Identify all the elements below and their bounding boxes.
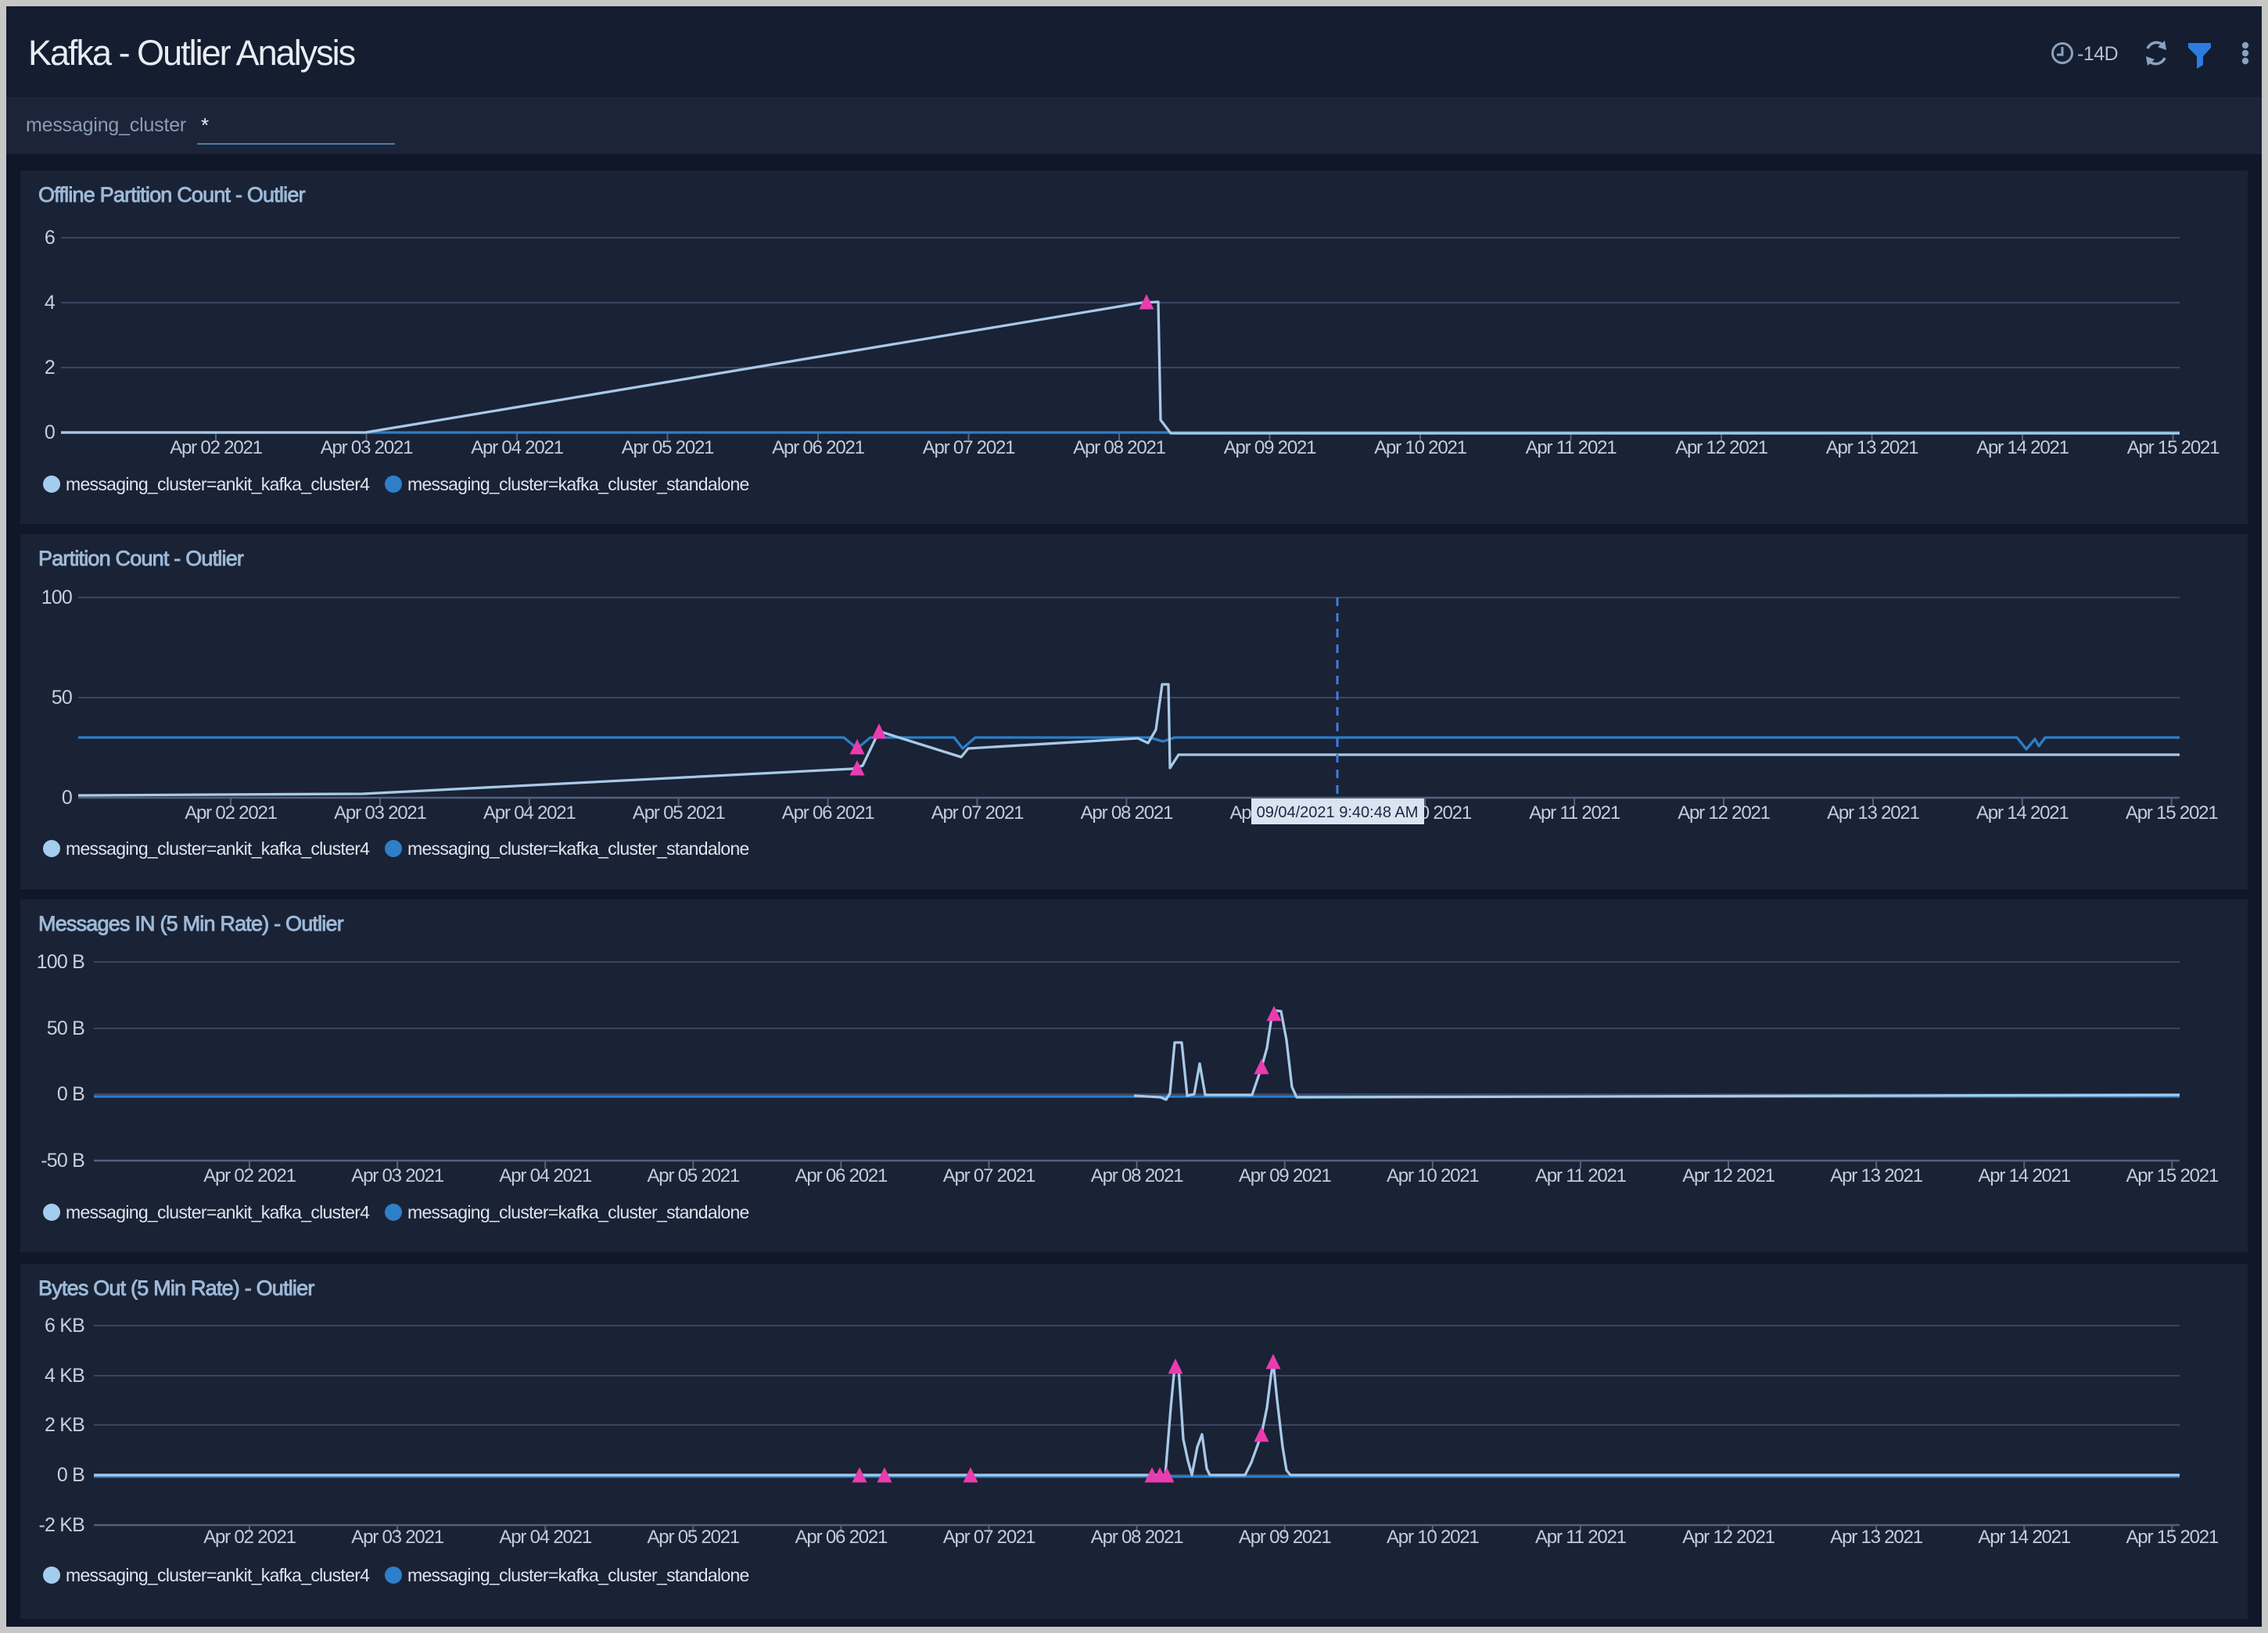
svg-text:09/04/2021 9:40:48 AM: 09/04/2021 9:40:48 AM	[1257, 804, 1419, 821]
svg-text:Apr 14 2021: Apr 14 2021	[1978, 1527, 2070, 1548]
svg-text:messaging_cluster=ankit_kafka_: messaging_cluster=ankit_kafka_cluster4	[66, 838, 370, 859]
svg-text:Apr 15 2021: Apr 15 2021	[2126, 1165, 2219, 1186]
svg-text:Apr 06 2021: Apr 06 2021	[782, 802, 874, 824]
svg-text:Apr 13 2021: Apr 13 2021	[1830, 1165, 1922, 1186]
svg-text:Apr 12 2021: Apr 12 2021	[1682, 1165, 1775, 1186]
svg-text:Apr 14 2021: Apr 14 2021	[1978, 1165, 2070, 1186]
svg-text:Apr 15 2021: Apr 15 2021	[2127, 437, 2220, 458]
svg-text:Apr 04 2021: Apr 04 2021	[499, 1165, 591, 1186]
svg-text:Apr 09 2021: Apr 09 2021	[1224, 437, 1316, 458]
svg-text:messaging_cluster=ankit_kafka_: messaging_cluster=ankit_kafka_cluster4	[66, 474, 370, 494]
svg-text:0: 0	[45, 422, 55, 443]
svg-text:Apr 05 2021: Apr 05 2021	[622, 437, 714, 458]
svg-text:Apr 13 2021: Apr 13 2021	[1830, 1527, 1922, 1548]
svg-text:4: 4	[45, 292, 56, 314]
svg-text:Apr 03 2021: Apr 03 2021	[351, 1165, 443, 1186]
svg-text:Apr 02 2021: Apr 02 2021	[203, 1165, 296, 1186]
svg-text:Apr 13 2021: Apr 13 2021	[1827, 802, 1919, 824]
svg-text:Apr 11 2021: Apr 11 2021	[1529, 802, 1620, 824]
svg-text:Apr 08 2021: Apr 08 2021	[1091, 1527, 1183, 1548]
svg-text:6: 6	[45, 227, 55, 249]
svg-text:50 B: 50 B	[47, 1017, 84, 1039]
svg-text:Apr 09 2021: Apr 09 2021	[1239, 1165, 1331, 1186]
svg-text:messaging_cluster=ankit_kafka_: messaging_cluster=ankit_kafka_cluster4	[66, 1202, 370, 1222]
svg-text:Apr 11 2021: Apr 11 2021	[1535, 1527, 1627, 1548]
svg-text:50: 50	[52, 687, 72, 709]
svg-text:Apr 03 2021: Apr 03 2021	[334, 802, 426, 824]
svg-text:2 KB: 2 KB	[45, 1414, 84, 1436]
svg-text:Apr 03 2021: Apr 03 2021	[351, 1527, 443, 1548]
svg-text:Apr 05 2021: Apr 05 2021	[633, 802, 725, 824]
svg-text:Apr 09 2021: Apr 09 2021	[1239, 1527, 1331, 1548]
svg-text:4 KB: 4 KB	[45, 1365, 84, 1387]
svg-text:Apr 08 2021: Apr 08 2021	[1073, 437, 1165, 458]
svg-text:0: 0	[62, 787, 72, 809]
svg-text:Apr 04 2021: Apr 04 2021	[483, 802, 576, 824]
svg-text:Apr 03 2021: Apr 03 2021	[321, 437, 413, 458]
svg-text:Apr 11 2021: Apr 11 2021	[1526, 437, 1617, 458]
svg-text:messaging_cluster=kafka_cluste: messaging_cluster=kafka_cluster_standalo…	[407, 1565, 749, 1585]
svg-text:Bytes Out (5 Min Rate) - Outli: Bytes Out (5 Min Rate) - Outlier	[38, 1276, 314, 1300]
svg-text:Apr 08 2021: Apr 08 2021	[1091, 1165, 1183, 1186]
svg-text:Apr 15 2021: Apr 15 2021	[2126, 1527, 2219, 1548]
svg-text:Messages IN (5 Min Rate) - Out: Messages IN (5 Min Rate) - Outlier	[38, 912, 344, 935]
svg-text:Apr 06 2021: Apr 06 2021	[795, 1165, 888, 1186]
svg-text:0 B: 0 B	[57, 1464, 84, 1486]
svg-text:Apr 06 2021: Apr 06 2021	[772, 437, 864, 458]
svg-text:100 B: 100 B	[37, 951, 84, 973]
svg-text:-50 B: -50 B	[41, 1150, 84, 1172]
svg-text:messaging_cluster=kafka_cluste: messaging_cluster=kafka_cluster_standalo…	[407, 838, 749, 859]
svg-text:Apr 12 2021: Apr 12 2021	[1682, 1527, 1775, 1548]
svg-text:0 B: 0 B	[57, 1083, 84, 1105]
svg-text:Apr 11 2021: Apr 11 2021	[1535, 1165, 1627, 1186]
svg-text:Apr 15 2021: Apr 15 2021	[2126, 802, 2218, 824]
svg-text:Apr 08 2021: Apr 08 2021	[1081, 802, 1173, 824]
svg-text:Apr 10 2021: Apr 10 2021	[1387, 1165, 1479, 1186]
svg-text:Apr 12 2021: Apr 12 2021	[1678, 802, 1770, 824]
svg-text:Apr 05 2021: Apr 05 2021	[648, 1165, 740, 1186]
svg-text:Apr 13 2021: Apr 13 2021	[1826, 437, 1918, 458]
svg-text:Apr 12 2021: Apr 12 2021	[1675, 437, 1767, 458]
svg-text:Partition Count - Outlier: Partition Count - Outlier	[38, 547, 244, 570]
svg-text:100: 100	[41, 587, 72, 608]
svg-text:Apr 10 2021: Apr 10 2021	[1374, 437, 1466, 458]
svg-text:messaging_cluster=ankit_kafka_: messaging_cluster=ankit_kafka_cluster4	[66, 1565, 370, 1585]
svg-text:-14D: -14D	[2077, 43, 2118, 65]
svg-text:Apr 14 2021: Apr 14 2021	[1976, 437, 2069, 458]
svg-text:messaging_cluster=kafka_cluste: messaging_cluster=kafka_cluster_standalo…	[407, 1202, 749, 1222]
svg-text:messaging_cluster=kafka_cluste: messaging_cluster=kafka_cluster_standalo…	[407, 474, 749, 494]
svg-text:Apr 04 2021: Apr 04 2021	[499, 1527, 591, 1548]
svg-text:Apr 07 2021: Apr 07 2021	[923, 437, 1015, 458]
svg-text:Apr 02 2021: Apr 02 2021	[170, 437, 262, 458]
svg-text:Apr 04 2021: Apr 04 2021	[471, 437, 563, 458]
svg-text:Apr 07 2021: Apr 07 2021	[943, 1527, 1035, 1548]
svg-text:Apr 07 2021: Apr 07 2021	[943, 1165, 1035, 1186]
svg-text:-2 KB: -2 KB	[38, 1514, 84, 1536]
svg-text:Apr 07 2021: Apr 07 2021	[931, 802, 1024, 824]
svg-text:Apr 06 2021: Apr 06 2021	[795, 1527, 888, 1548]
svg-text:2: 2	[45, 357, 55, 379]
svg-text:Apr 02 2021: Apr 02 2021	[203, 1527, 296, 1548]
svg-text:Apr 05 2021: Apr 05 2021	[648, 1527, 740, 1548]
svg-text:Apr 10 2021: Apr 10 2021	[1387, 1527, 1479, 1548]
svg-text:6 KB: 6 KB	[45, 1315, 84, 1337]
svg-text:Apr 14 2021: Apr 14 2021	[1976, 802, 2069, 824]
svg-text:Apr 02 2021: Apr 02 2021	[185, 802, 277, 824]
svg-text:Offline Partition Count - Outl: Offline Partition Count - Outlier	[38, 183, 306, 206]
